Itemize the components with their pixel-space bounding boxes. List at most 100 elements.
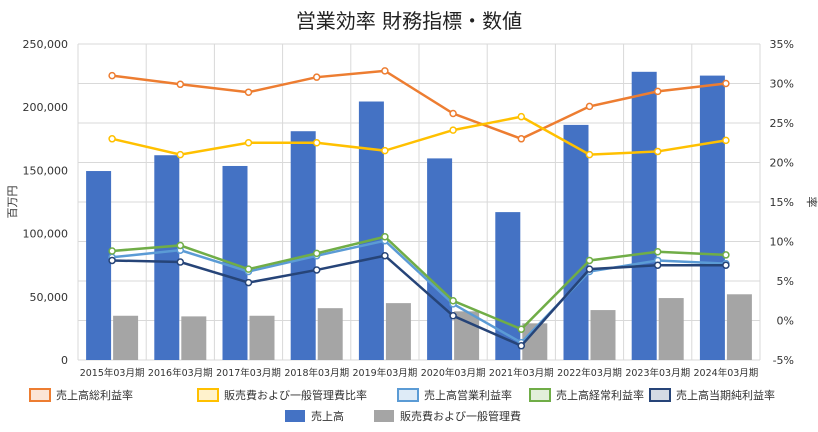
x-tick-label: 2015年03月期 (80, 367, 145, 379)
series-point (176, 241, 185, 250)
x-tick-label: 2016年03月期 (148, 367, 213, 379)
legend-label: 販売費および一般管理費比率 (224, 388, 367, 402)
series-point (653, 248, 662, 256)
legend: 売上高総利益率 販売費および一般管理費比率 売上高営業利益率 売上高経常利益率 売上高当… (29, 388, 775, 423)
series-point (108, 247, 116, 255)
lines (108, 67, 730, 350)
series-point (381, 146, 389, 155)
y-left-tick-label: 50,000 (30, 291, 69, 304)
series-point (517, 325, 526, 333)
series-point (381, 67, 389, 75)
legend-label: 売上高当期純利益率 (676, 388, 775, 402)
series-point (585, 265, 594, 273)
series-point (108, 135, 116, 143)
y-left-tick-label: 250,000 (23, 38, 69, 51)
series-point (108, 71, 116, 80)
series-point (244, 265, 253, 273)
y-right-tick-label: 20% (770, 157, 794, 170)
y-axis-left-title: 百万円 (6, 186, 19, 219)
series-point (176, 150, 185, 159)
bar (222, 165, 248, 360)
bar (699, 75, 725, 360)
y-right-tick-label: 0% (777, 315, 794, 328)
grid (77, 43, 761, 361)
series-point (449, 109, 457, 118)
series-point (108, 256, 116, 265)
y-left-tick-label: 0 (61, 354, 68, 367)
series-point (381, 251, 389, 260)
y-right-tick-label: 10% (770, 236, 794, 249)
series-point (722, 79, 730, 88)
y-right-tick-label: 25% (770, 117, 794, 130)
x-tick-label: 2020年03月期 (421, 367, 486, 379)
series-point (176, 80, 185, 89)
bar (658, 298, 684, 360)
legend-label: 売上高経常利益率 (556, 388, 644, 402)
series-point (176, 258, 185, 266)
bar (385, 303, 411, 360)
bar (726, 294, 752, 360)
bar (358, 101, 384, 361)
series-point (517, 135, 526, 143)
bar (249, 315, 275, 360)
series-point (381, 233, 389, 241)
legend-swatch (285, 410, 305, 422)
series-point (653, 87, 662, 96)
x-tick-label: 2024年03月期 (694, 367, 759, 379)
bar (113, 315, 139, 360)
legend-label: 売上高総利益率 (56, 388, 133, 402)
series-point (722, 251, 730, 259)
series-point (653, 261, 662, 269)
legend-label: 販売費および一般管理費 (400, 409, 521, 423)
y-right-tick-label: -5% (773, 354, 794, 367)
bar (86, 171, 112, 360)
series-point (244, 278, 253, 287)
series-point (244, 88, 253, 96)
series-line (112, 254, 726, 348)
series-point (517, 112, 526, 121)
series-point (722, 261, 730, 269)
bar (317, 308, 343, 360)
bar (590, 310, 616, 360)
y-right-tick-label: 30% (770, 78, 794, 91)
legend-swatch (197, 388, 219, 402)
series-point (585, 150, 594, 159)
y-left-tick-label: 150,000 (23, 164, 69, 177)
y-left-tick-label: 100,000 (23, 228, 69, 241)
series-line (111, 235, 726, 331)
axes: 0 50,000 100,000 150,000 200,000 250,000 -5% 0%… (23, 38, 795, 379)
legend-label: 売上高 (311, 409, 344, 423)
x-tick-label: 2023年03月期 (625, 367, 690, 379)
bar (631, 71, 657, 361)
bar (181, 316, 207, 360)
bar (290, 131, 316, 360)
series-point (312, 139, 321, 147)
series-point (312, 266, 321, 274)
series-line (111, 69, 727, 141)
x-tick-label: 2021年03月期 (489, 367, 554, 379)
bar (495, 212, 521, 360)
bar (563, 124, 589, 361)
y-right-tick-label: 35% (770, 38, 794, 51)
series-point (312, 249, 321, 258)
chart-title: 営業効率 財務指標・数値 (296, 9, 522, 33)
legend-swatch (529, 388, 551, 402)
series-point (722, 136, 730, 145)
x-tick-label: 2018年03月期 (284, 367, 349, 379)
x-tick-label: 2019年03月期 (353, 367, 418, 379)
series-point (312, 73, 321, 81)
legend-swatch (374, 410, 394, 422)
x-tick-label: 2017年03月期 (216, 367, 281, 379)
bar (454, 311, 480, 360)
y-left-tick-label: 200,000 (23, 101, 69, 114)
y-right-tick-label: 5% (777, 275, 794, 288)
series-point (449, 312, 457, 320)
y-right-tick-label: 15% (770, 196, 794, 209)
legend-swatch (649, 388, 671, 402)
series-point (585, 256, 594, 265)
series-point (449, 126, 457, 134)
x-tick-label: 2022年03月期 (557, 367, 622, 379)
legend-label: 売上高営業利益率 (424, 388, 512, 402)
bar (427, 158, 453, 360)
